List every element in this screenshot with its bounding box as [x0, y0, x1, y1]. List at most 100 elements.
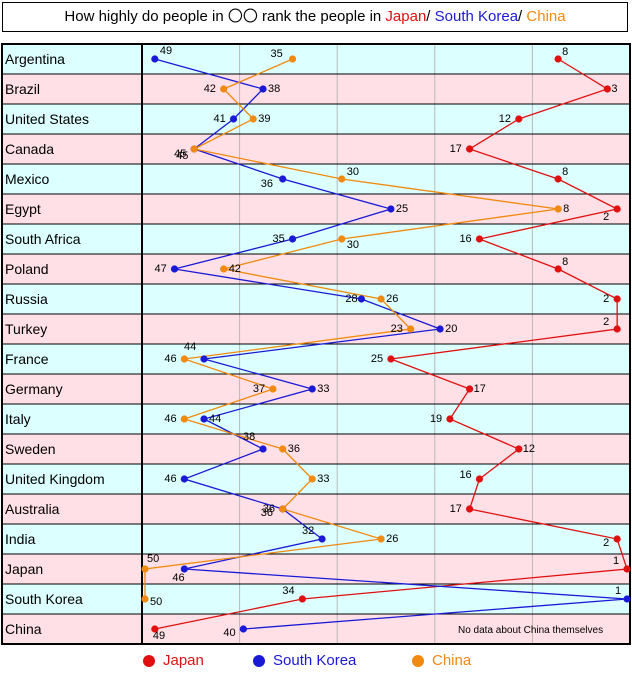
country-label: Sweden [5, 441, 56, 457]
china-value-label: 30 [347, 166, 359, 178]
china-value-label: 42 [204, 83, 216, 95]
china-value-label: 26 [386, 293, 398, 305]
china-value-label: 36 [263, 503, 275, 515]
china-point [141, 595, 149, 603]
legend-label-china: China [432, 652, 472, 669]
korea-point [318, 535, 326, 543]
title-separator: / [518, 8, 527, 25]
row-band [2, 314, 630, 344]
country-label: Egypt [5, 201, 41, 217]
legend-label-korea: South Korea [273, 652, 357, 669]
country-label: United Kingdom [5, 471, 105, 487]
korea-value-label: 38 [243, 431, 255, 443]
china-point [338, 235, 346, 243]
japan-value-label: 8 [562, 46, 568, 58]
korea-point [200, 415, 208, 423]
korea-point [170, 265, 179, 273]
korea-point [259, 445, 267, 453]
china-value-label: 35 [271, 48, 283, 60]
japan-value-label: 17 [450, 503, 462, 515]
china-value-label: 26 [386, 533, 398, 545]
row-band [2, 254, 630, 284]
korea-value-label: 36 [261, 178, 273, 190]
country-label: South Korea [5, 591, 83, 607]
korea-value-label: 20 [445, 323, 457, 335]
china-point [279, 445, 287, 453]
china-value-label: 46 [164, 353, 176, 365]
country-label: South Africa [5, 231, 81, 247]
row-band [2, 554, 630, 584]
japan-point [466, 505, 474, 513]
china-point [180, 355, 188, 363]
title-separator: / [426, 8, 435, 25]
japan-point [613, 535, 621, 543]
legend: Japan South Korea China [0, 652, 632, 676]
china-value-label: 8 [563, 203, 569, 215]
country-label: Japan [5, 561, 43, 577]
plot-border [1, 43, 631, 645]
korea-point [357, 295, 366, 303]
row-band [2, 164, 630, 194]
japan-point [298, 595, 306, 603]
japan-value-label: 2 [603, 211, 609, 223]
korea-point [259, 85, 267, 93]
korea-value-label: 28 [345, 293, 357, 305]
korea-point [180, 475, 188, 483]
row-band [2, 194, 630, 224]
country-label: Italy [5, 411, 31, 427]
korea-value-label: 32 [302, 525, 314, 537]
japan-point [151, 625, 159, 633]
legend-item-china: China [412, 652, 471, 669]
row-band [2, 104, 630, 134]
china-point [406, 325, 415, 333]
china-point [249, 115, 257, 123]
korea-value-label: 40 [223, 627, 235, 639]
row-band [2, 374, 630, 404]
row-band [2, 284, 630, 314]
japan-point [554, 265, 562, 273]
korea-value-label: 25 [396, 203, 408, 215]
korea-value-label: 38 [268, 83, 280, 95]
china-point [377, 535, 385, 543]
country-label: India [5, 531, 36, 547]
korea-point [623, 595, 631, 603]
country-label: Poland [5, 261, 49, 277]
japan-value-label: 12 [499, 113, 511, 125]
japan-value-label: 8 [562, 256, 568, 268]
japan-point [554, 175, 562, 183]
country-label: France [5, 351, 49, 367]
japan-value-label: 8 [562, 166, 568, 178]
korea-value-label: 46 [172, 572, 184, 584]
china-value-label: 45 [174, 148, 186, 160]
korea-value-label: 1 [615, 585, 621, 597]
korea-value-label: 47 [155, 263, 167, 275]
korea-value-label: 35 [273, 233, 285, 245]
korea-value-label: 46 [164, 473, 176, 485]
china-value-label: 30 [347, 239, 359, 251]
japan-point [446, 415, 454, 423]
korea-point [279, 175, 287, 183]
japan-value-label: 12 [523, 443, 535, 455]
japan-series-line [154, 58, 628, 630]
country-label: Brazil [5, 81, 40, 97]
china-marker-icon [412, 654, 424, 667]
chart-title: How highly do people in 〇〇 rank the peop… [2, 2, 628, 32]
title-japan: Japan [385, 8, 427, 25]
legend-item-korea: South Korea [253, 652, 356, 669]
row-band [2, 44, 630, 74]
title-text: How highly do people in 〇〇 rank the peop… [64, 8, 386, 25]
row-band [2, 224, 630, 254]
japan-point [603, 85, 611, 93]
korea-value-label: 33 [317, 383, 329, 395]
japan-point [613, 325, 621, 333]
row-band [2, 404, 630, 434]
korea-point [200, 355, 208, 363]
japan-value-label: 17 [450, 143, 462, 155]
korea-value-label: 36 [261, 507, 273, 519]
japan-value-label: 2 [603, 537, 609, 549]
china-point [180, 415, 188, 423]
korea-point [151, 55, 159, 63]
japan-value-label: 49 [153, 630, 165, 642]
korea-series-line [154, 58, 628, 630]
china-value-label: 33 [317, 473, 329, 485]
